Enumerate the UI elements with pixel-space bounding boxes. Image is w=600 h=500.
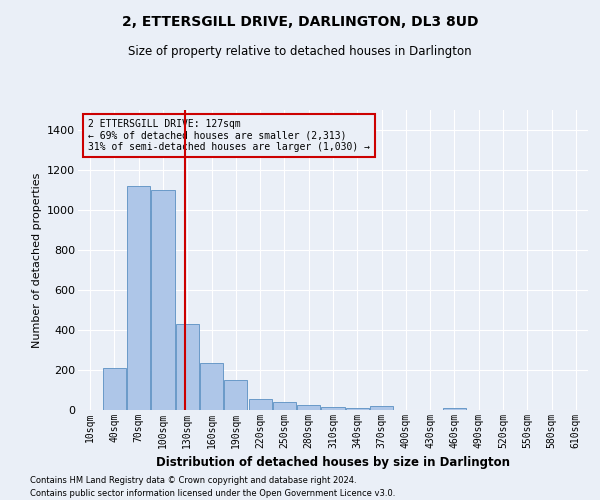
Bar [322, 407, 344, 410]
X-axis label: Distribution of detached houses by size in Darlington: Distribution of detached houses by size … [156, 456, 510, 469]
Bar [248, 399, 272, 410]
Bar [200, 363, 223, 410]
Bar [346, 408, 369, 410]
Y-axis label: Number of detached properties: Number of detached properties [32, 172, 41, 348]
Bar [151, 190, 175, 410]
Bar [127, 186, 150, 410]
Bar [273, 402, 296, 410]
Bar [443, 408, 466, 410]
Text: Size of property relative to detached houses in Darlington: Size of property relative to detached ho… [128, 45, 472, 58]
Bar [176, 324, 199, 410]
Text: Contains HM Land Registry data © Crown copyright and database right 2024.: Contains HM Land Registry data © Crown c… [30, 476, 356, 485]
Text: 2, ETTERSGILL DRIVE, DARLINGTON, DL3 8UD: 2, ETTERSGILL DRIVE, DARLINGTON, DL3 8UD [122, 15, 478, 29]
Bar [370, 406, 393, 410]
Bar [297, 405, 320, 410]
Bar [224, 380, 247, 410]
Bar [103, 368, 126, 410]
Text: 2 ETTERSGILL DRIVE: 127sqm
← 69% of detached houses are smaller (2,313)
31% of s: 2 ETTERSGILL DRIVE: 127sqm ← 69% of deta… [88, 119, 370, 152]
Text: Contains public sector information licensed under the Open Government Licence v3: Contains public sector information licen… [30, 488, 395, 498]
